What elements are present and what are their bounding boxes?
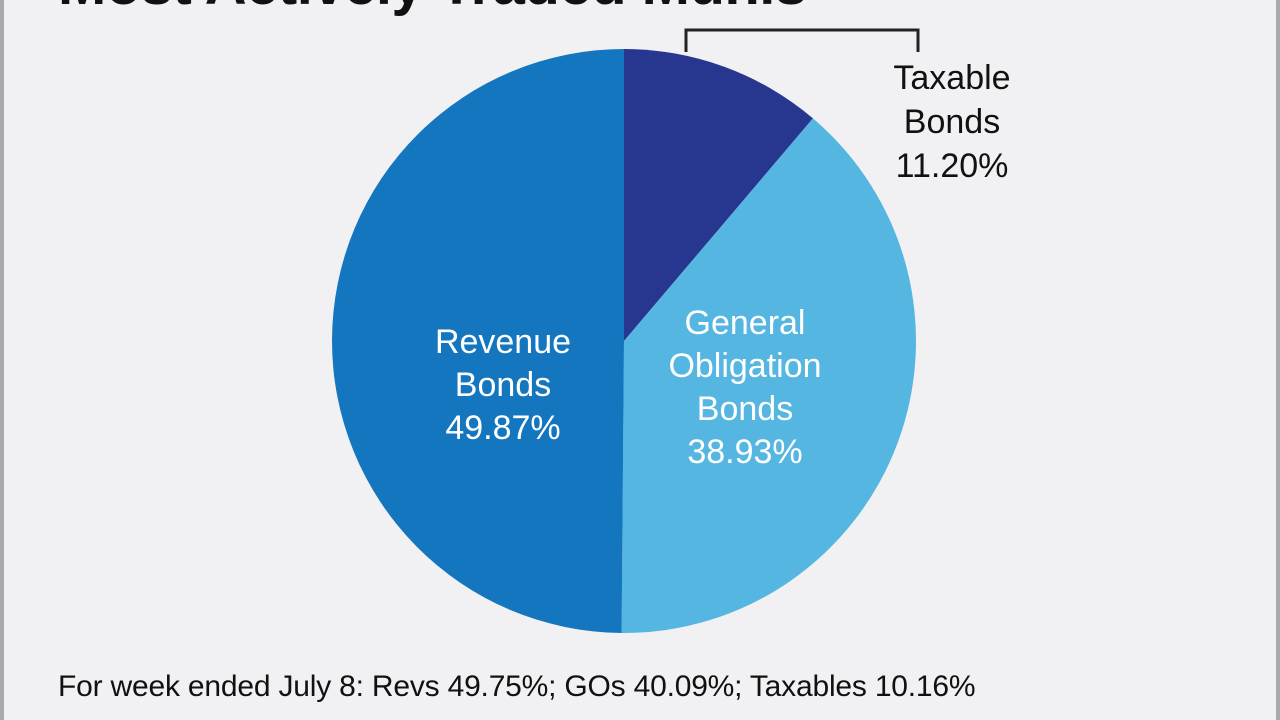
general-obligation-bonds-label-line: General <box>685 304 806 342</box>
general-obligation-bonds-label-line: Bonds <box>697 390 793 428</box>
frame-right-border <box>1276 0 1280 720</box>
general-obligation-bonds-value-label: 38.93% <box>687 433 802 471</box>
revenue-bonds-label-line: Bonds <box>455 366 551 404</box>
revenue-bonds-label-line: Revenue <box>435 323 571 361</box>
pie-slice-general-obligation-bonds <box>621 118 916 634</box>
footnote: For week ended July 8: Revs 49.75%; GOs … <box>58 670 976 703</box>
taxable-bonds-label-line: Taxable <box>893 59 1010 97</box>
chart-title: Most Actively Traded Munis <box>58 0 807 14</box>
taxable-bonds-leader-bracket <box>684 28 920 52</box>
frame-left-border <box>0 0 4 720</box>
taxable-bonds-value-label: 11.20% <box>896 147 1009 185</box>
pie-slice-revenue-bonds <box>332 49 624 633</box>
pie-slice-taxable-bonds <box>624 49 813 341</box>
general-obligation-bonds-label-line: Obligation <box>668 347 821 385</box>
taxable-bonds-label-line: Bonds <box>904 103 1000 141</box>
revenue-bonds-value-label: 49.87% <box>445 409 560 447</box>
